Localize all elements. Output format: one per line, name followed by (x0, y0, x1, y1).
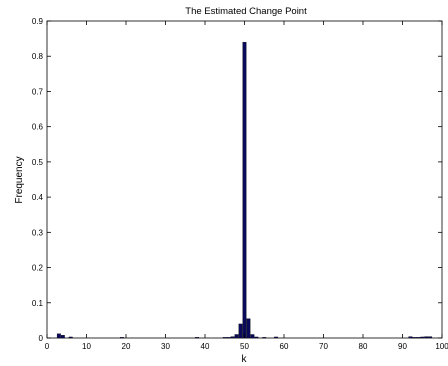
x-axis-label: k (242, 354, 248, 365)
x-tick-label: 40 (201, 342, 210, 351)
x-tick-label: 30 (161, 342, 170, 351)
bar-k-38 (195, 337, 200, 339)
bar-k-52 (250, 334, 255, 339)
bars-group (56, 41, 433, 339)
bar-k-19 (120, 337, 124, 339)
y-tick-label: 0.9 (32, 17, 44, 26)
y-tick-label: 0.8 (32, 52, 44, 61)
y-tick-label: 0 (39, 334, 44, 343)
y-axis: 0 0.1 0.2 0.3 0.4 0.5 0.6 0.7 0.8 0.9 (32, 17, 442, 343)
x-tick-label: 100 (435, 342, 448, 351)
bar-k-53 (254, 336, 259, 339)
bar-k-47 (230, 336, 235, 339)
bar-k-46 (226, 337, 231, 339)
bar-k-48 (234, 334, 239, 339)
x-tick-label: 0 (45, 342, 50, 351)
x-tick-label: 90 (398, 342, 407, 351)
y-tick-label: 0.7 (32, 87, 44, 96)
bar-k-93 (412, 337, 417, 339)
bar-k-6 (68, 336, 73, 339)
x-tick-label: 50 (240, 342, 249, 351)
y-tick-label: 0.5 (32, 158, 44, 167)
x-axis: 0 10 20 30 40 50 60 70 80 90 100 (45, 21, 448, 351)
x-tick-label: 80 (359, 342, 368, 351)
bar-k-58 (274, 336, 279, 339)
bar-k-96 (424, 336, 429, 339)
chart-title: The Estimated Change Point (185, 6, 307, 17)
bar-k-50 (242, 41, 247, 339)
x-tick-label: 70 (319, 342, 328, 351)
bar-k-3 (56, 333, 61, 339)
y-tick-label: 0.1 (32, 299, 44, 308)
bar-k-92 (408, 336, 413, 339)
bar-k-49 (238, 323, 243, 339)
bar-k-95 (420, 336, 425, 339)
bar-k-55 (262, 337, 267, 339)
bar-k-4 (60, 335, 65, 339)
y-axis-label: Frequency (14, 156, 25, 203)
x-tick-label: 20 (122, 342, 131, 351)
x-tick-label: 60 (280, 342, 289, 351)
bar-k-51 (246, 318, 251, 339)
y-tick-label: 0.3 (32, 228, 44, 237)
y-tick-label: 0.4 (32, 193, 44, 202)
bar-k-45 (222, 337, 227, 339)
x-tick-label: 10 (82, 342, 91, 351)
y-tick-label: 0.2 (32, 264, 44, 273)
bar-k-97 (428, 336, 433, 339)
y-tick-label: 0.6 (32, 123, 44, 132)
bar-k-94 (416, 337, 421, 339)
